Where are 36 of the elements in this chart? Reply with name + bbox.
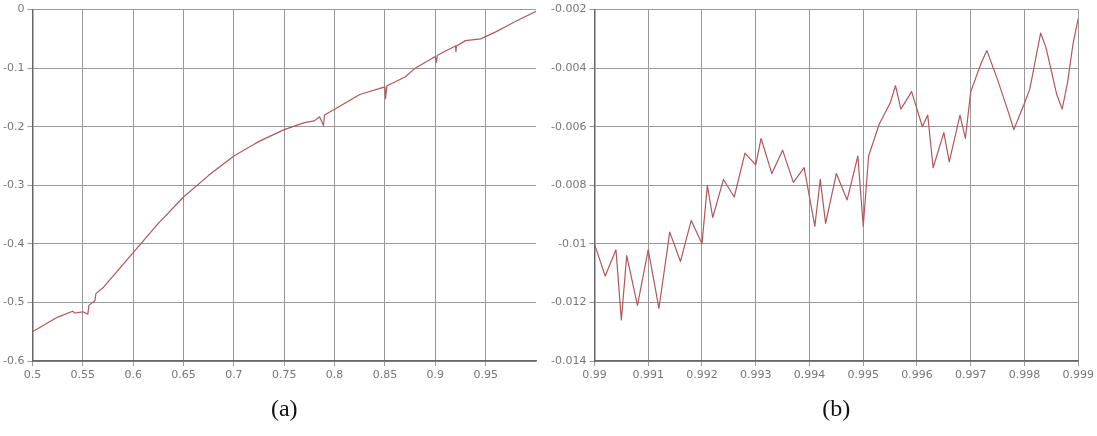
x-tick-label: 0.992 xyxy=(686,368,718,382)
x-axis-title: (b) xyxy=(822,394,851,421)
x-tick-label: 0.998 xyxy=(1008,368,1041,382)
x-tick-label: 0.65 xyxy=(171,368,196,382)
y-tick-label: 0 xyxy=(17,2,25,16)
x-tick-label: 0.993 xyxy=(739,368,772,382)
y-tick-label: -0.008 xyxy=(550,178,587,192)
x-tick-label: 0.991 xyxy=(632,368,664,382)
x-tick-label: 0.85 xyxy=(372,368,398,382)
x-tick-label: 0.994 xyxy=(793,368,826,382)
y-tick-label: -0.6 xyxy=(2,353,25,367)
x-tick-label: 0.995 xyxy=(847,368,879,382)
x-tick-label: 0.8 xyxy=(325,368,344,382)
x-tick-label: 0.997 xyxy=(954,368,987,382)
y-tick-label: -0.2 xyxy=(2,119,25,133)
y-tick-label: -0.006 xyxy=(550,119,587,133)
x-tick-label: 0.75 xyxy=(271,368,297,382)
x-tick-label: 0.999 xyxy=(1062,368,1094,382)
y-tick-label: -0.01 xyxy=(557,236,587,250)
x-tick-label: 0.9 xyxy=(426,368,445,382)
y-tick-label: -0.004 xyxy=(550,61,587,75)
y-tick-label: -0.012 xyxy=(550,295,587,309)
y-tick-label: -0.1 xyxy=(2,61,25,75)
x-tick-label: 0.95 xyxy=(473,368,498,382)
x-tick-label: 0.996 xyxy=(901,368,933,382)
y-tick-label: -0.5 xyxy=(2,295,25,309)
y-tick-label: -0.4 xyxy=(2,236,25,250)
y-tick-label: -0.014 xyxy=(550,353,587,367)
x-tick-label: 0.55 xyxy=(70,368,96,382)
x-tick-label: 0.7 xyxy=(225,368,243,382)
x-axis-title: (a) xyxy=(270,394,298,421)
y-tick-label: -0.3 xyxy=(2,178,25,192)
x-tick-label: 0.99 xyxy=(582,368,607,382)
x-tick-label: 0.6 xyxy=(124,368,142,382)
y-tick-label: -0.002 xyxy=(550,2,587,16)
x-tick-label: 0.5 xyxy=(23,368,42,382)
